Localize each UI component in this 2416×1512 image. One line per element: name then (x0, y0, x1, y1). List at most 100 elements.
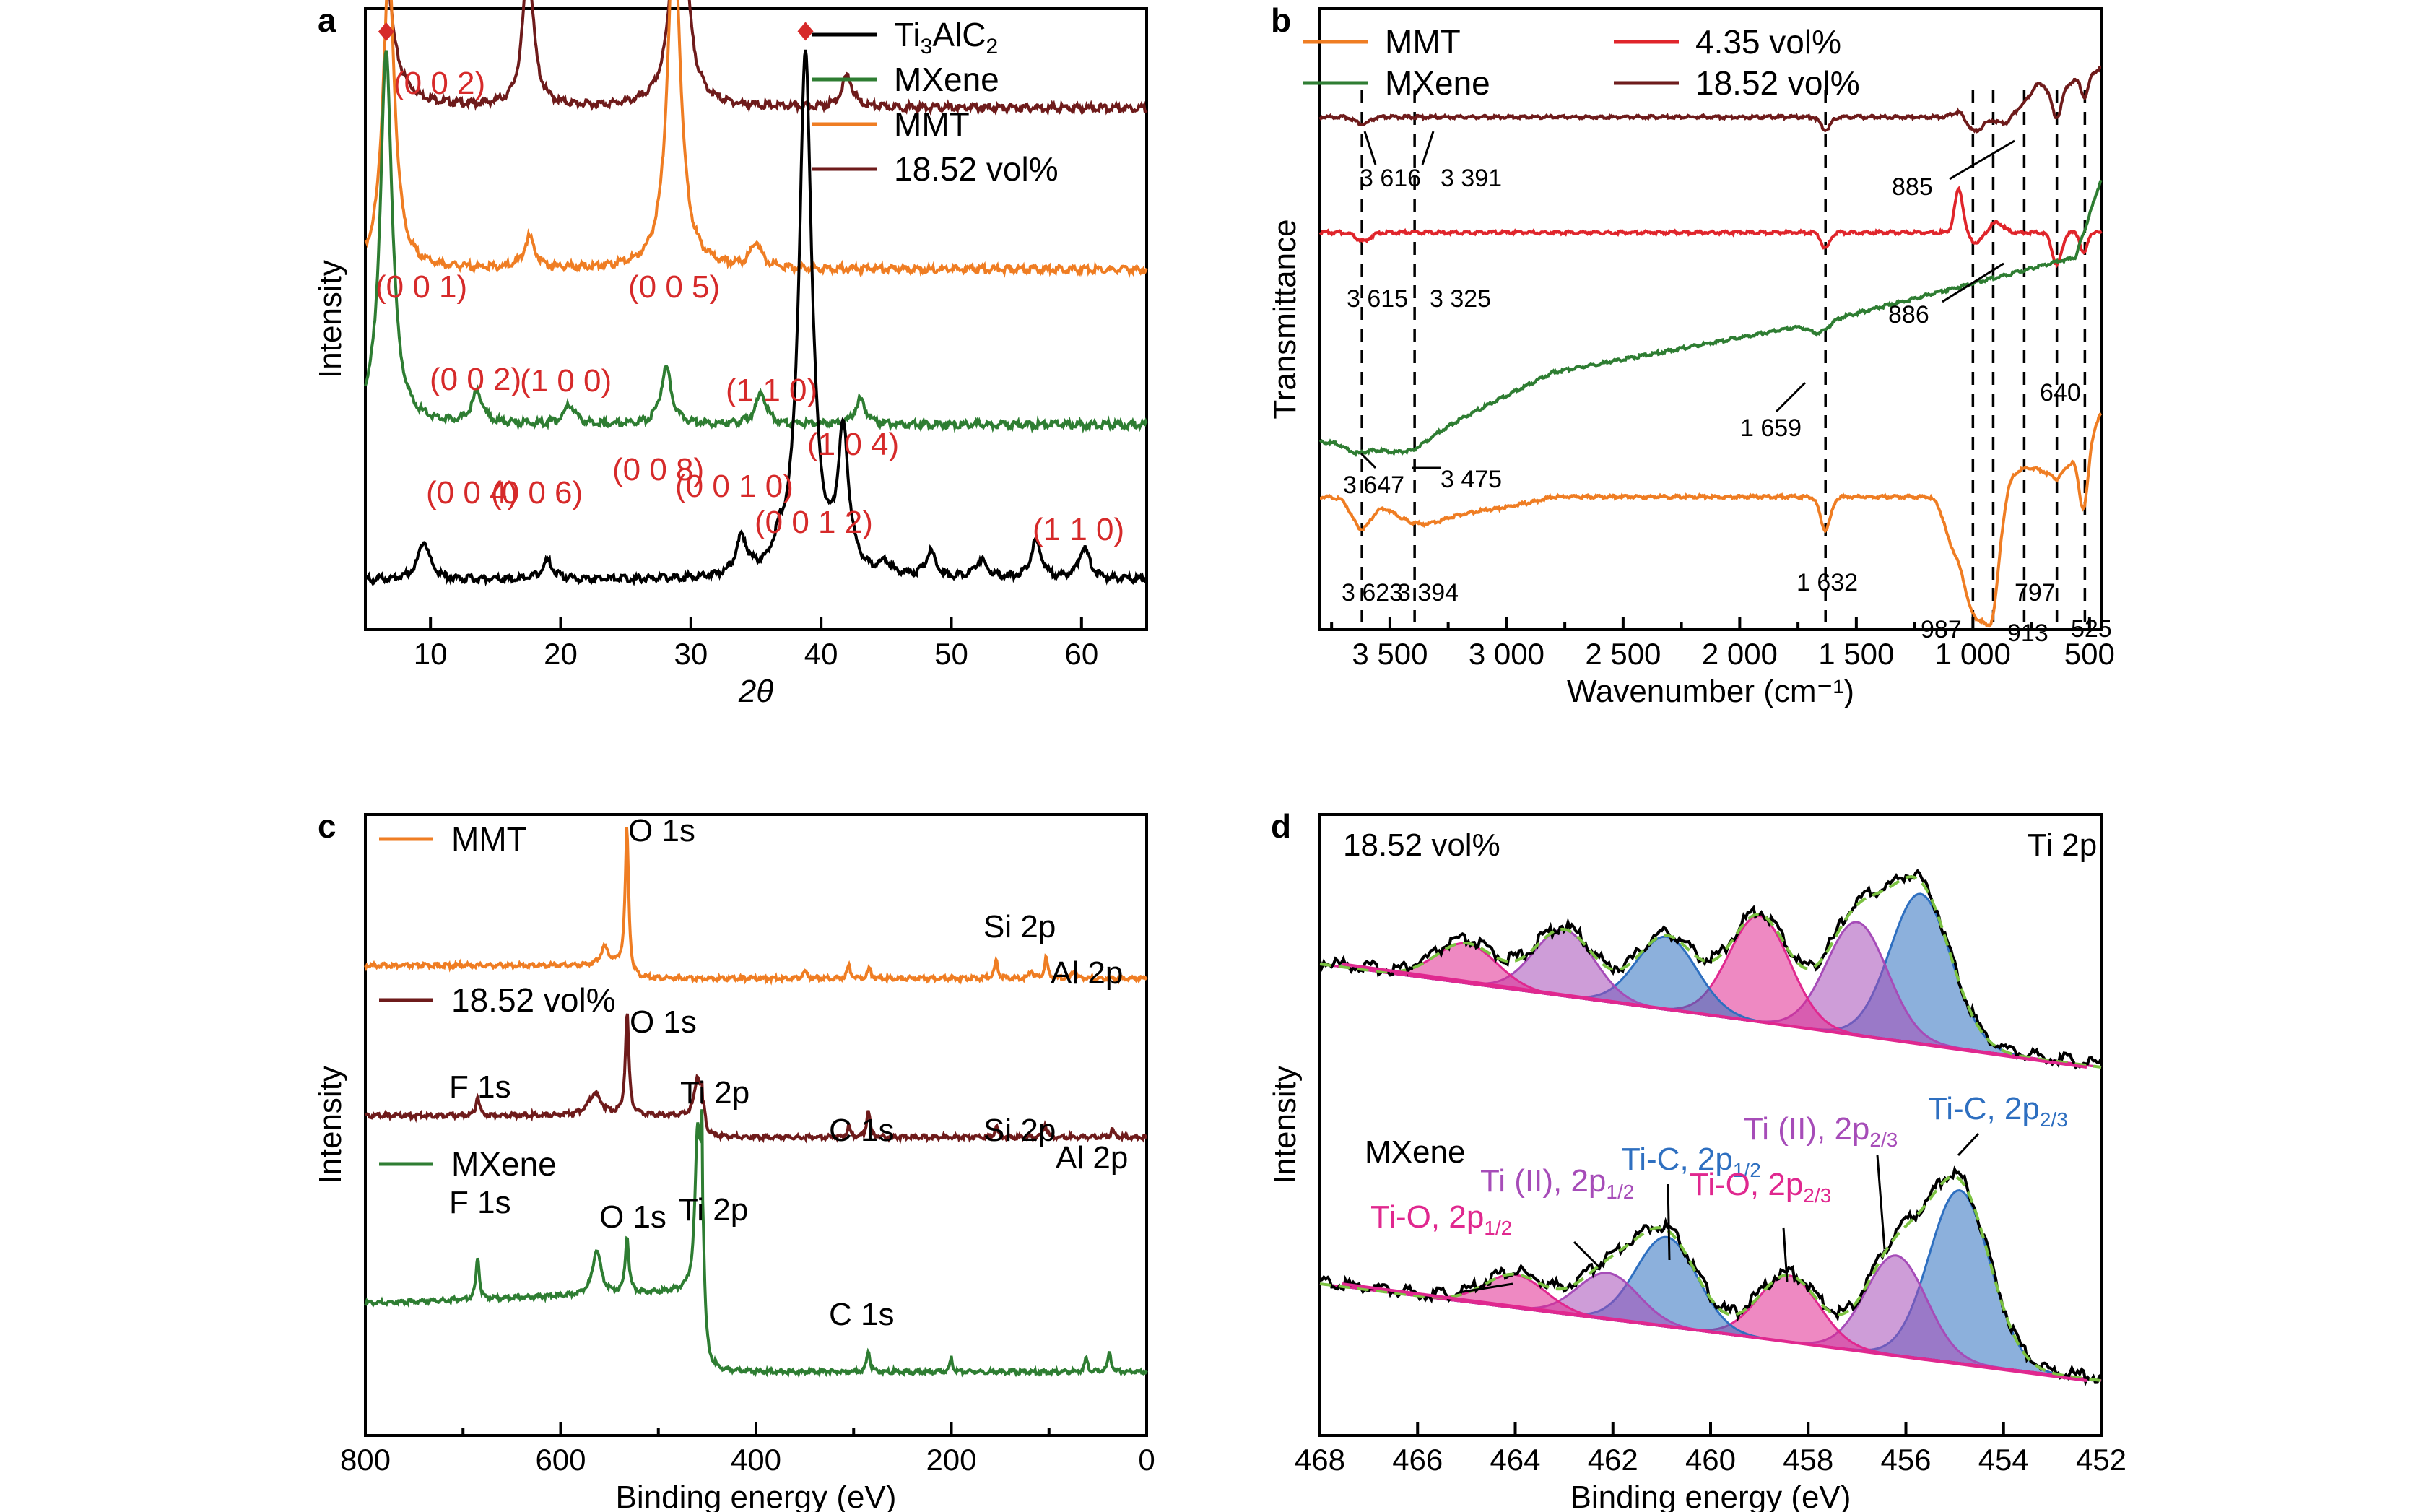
ftir-line-0 (1318, 65, 2101, 134)
plot-frame-b (1318, 7, 2103, 631)
leader-line-b-0 (1363, 131, 1377, 165)
component-label-tio_23: Ti-O, 2p2/3 (1690, 1167, 1831, 1207)
legend-label-b-0: MMT (1385, 23, 1461, 61)
xrd-line-0 (388, 0, 1148, 117)
leader-line-d-4 (1876, 1155, 1886, 1250)
panel-label-d: d (1271, 807, 1291, 845)
xps-survey-line-1 (365, 1013, 1147, 1144)
leader-line-b-3 (1942, 262, 2004, 303)
peak-label-a-4: (1 1 0) (726, 373, 817, 408)
peak-label-a-5: (0 0 2) (430, 362, 521, 397)
xps-peak-label: O 1s (630, 1004, 697, 1040)
xtick-label-d: 460 (1685, 1443, 1736, 1477)
ftir-peak-label: 3 623 (1342, 579, 1403, 607)
peak-diamond-a-5 (378, 22, 394, 41)
xtick-label-d: 456 (1880, 1443, 1931, 1477)
fit-envelope-1 (1319, 1175, 2102, 1382)
xtick-label-b: 3 000 (1469, 637, 1544, 671)
xtick-label-a: 40 (804, 637, 838, 671)
xps-peak-label: Si 2p (983, 909, 1056, 944)
component-label-text: Ti-O, 2p (1370, 1199, 1484, 1235)
xrd-line-3 (364, 49, 1148, 587)
xps-peak-label: Ti 2p (679, 1192, 748, 1228)
peak-label-a-6: (0 0 4) (426, 475, 518, 510)
ftir-peak-label: 3 325 (1430, 285, 1491, 313)
y-axis-title-b: Transmittance (1267, 219, 1303, 419)
peak-label-a-0: (0 0 2) (394, 66, 485, 101)
xps-peak-label: C 1s (829, 1113, 894, 1148)
xtick-label-a: 50 (934, 637, 968, 671)
panel-label-a: a (318, 1, 336, 39)
component-label-tiii_12: Ti (II), 2p1/2 (1480, 1163, 1634, 1203)
leader-line-d-5 (1957, 1132, 1980, 1157)
ftir-peak-label: 3 394 (1397, 579, 1459, 607)
xtick-label-b: 500 (2064, 637, 2115, 671)
peak-label-a-3: (1 0 0) (520, 363, 612, 399)
leader-line-b-1 (1421, 131, 1435, 165)
xtick-label-d: 458 (1783, 1443, 1833, 1477)
xtick-label-d: 464 (1490, 1443, 1540, 1477)
element-label: Ti 2p (2028, 827, 2097, 863)
leader-line-d-1 (1573, 1241, 1601, 1269)
legend-label-b-2: 4.35 vol% (1695, 23, 1841, 61)
sample-label-bottom: MXene (1365, 1134, 1465, 1170)
ftir-peak-label: 3 615 (1347, 285, 1408, 313)
peak-label-a-9: (0 0 1 0) (675, 469, 794, 504)
component-label-tiii_23: Ti (II), 2p2/3 (1744, 1111, 1898, 1151)
xtick-label-a: 60 (1064, 637, 1098, 671)
peak-label-a-8: (0 0 8) (612, 452, 704, 487)
xps-peak-label: Si 2p (983, 1113, 1056, 1148)
component-label-text: Ti-C, 2p (1928, 1091, 2040, 1126)
ftir-line-3 (1320, 412, 2103, 628)
fit-envelope-0 (1319, 875, 2102, 1069)
leader-line-b-5 (1360, 452, 1377, 469)
xrd-line-2 (364, 50, 1148, 434)
xtick-label-c: 600 (535, 1443, 586, 1477)
ftir-peak-label: 3 647 (1343, 472, 1404, 499)
ftir-peak-label: 885 (1892, 173, 1933, 201)
xps-survey-line-0 (364, 827, 1148, 986)
peak-label-a-2: (0 0 5) (628, 269, 720, 305)
ftir-peak-label: 1 632 (1796, 569, 1858, 596)
peak-label-a-7: (0 0 6) (491, 475, 583, 510)
component-label-subscript: 1/2 (1733, 1159, 1761, 1181)
legend-label-b-3: 18.52 vol% (1695, 64, 1860, 102)
xtick-label-d: 452 (2076, 1443, 2126, 1477)
ftir-peak-label: 525 (2071, 615, 2112, 643)
sample-label-top: 18.52 vol% (1343, 827, 1500, 863)
xtick-label-d: 468 (1295, 1443, 1345, 1477)
component-label-subscript: 2/3 (1869, 1129, 1898, 1151)
panel-label-c: c (318, 807, 336, 845)
component-peak-0-0 (1319, 892, 2102, 1069)
ftir-peak-label: 3 616 (1360, 165, 1421, 192)
x-axis-title-c: Binding energy (eV) (616, 1480, 897, 1512)
component-label-tio_12: Ti-O, 2p1/2 (1370, 1199, 1512, 1239)
y-axis-title-c: Intensity (313, 1066, 348, 1184)
x-axis-title-a: 2θ (738, 674, 773, 709)
xtick-label-a: 20 (544, 637, 578, 671)
xtick-label-b: 3 500 (1352, 637, 1428, 671)
peak-label-a-1: (0 0 1) (375, 269, 467, 305)
component-label-text: Ti (II), 2p (1744, 1111, 1869, 1147)
leader-line-b-4 (1775, 381, 1807, 413)
xtick-label-b: 1 500 (1818, 637, 1894, 671)
legend-label-a-2: MMT (894, 105, 970, 143)
legend-label-a-3: 18.52 vol% (894, 150, 1059, 188)
legend-label-c-1: 18.52 vol% (451, 981, 616, 1019)
xps-survey-line-2 (364, 1109, 1148, 1379)
chart-b: 3 616 3 391 885 3 615 3 325 886 3 647 3 475 1 65… (1267, 23, 2115, 709)
xps-peak-label: F 1s (449, 1069, 511, 1105)
xtick-label-c: 400 (731, 1443, 781, 1477)
component-label-subscript: 2/3 (2040, 1108, 2068, 1131)
xtick-label-b: 1 000 (1935, 637, 2011, 671)
component-label-text: Ti-O, 2p (1690, 1167, 1803, 1202)
xps-peak-label: C 1s (829, 1297, 894, 1332)
xps-peak-label: F 1s (449, 1185, 511, 1220)
x-axis-title-d: Binding energy (eV) (1570, 1480, 1851, 1512)
xtick-label-b: 2 500 (1585, 637, 1661, 671)
ftir-peak-label: 3 475 (1441, 466, 1502, 493)
component-label-tic_12: Ti-C, 2p1/2 (1621, 1142, 1761, 1181)
